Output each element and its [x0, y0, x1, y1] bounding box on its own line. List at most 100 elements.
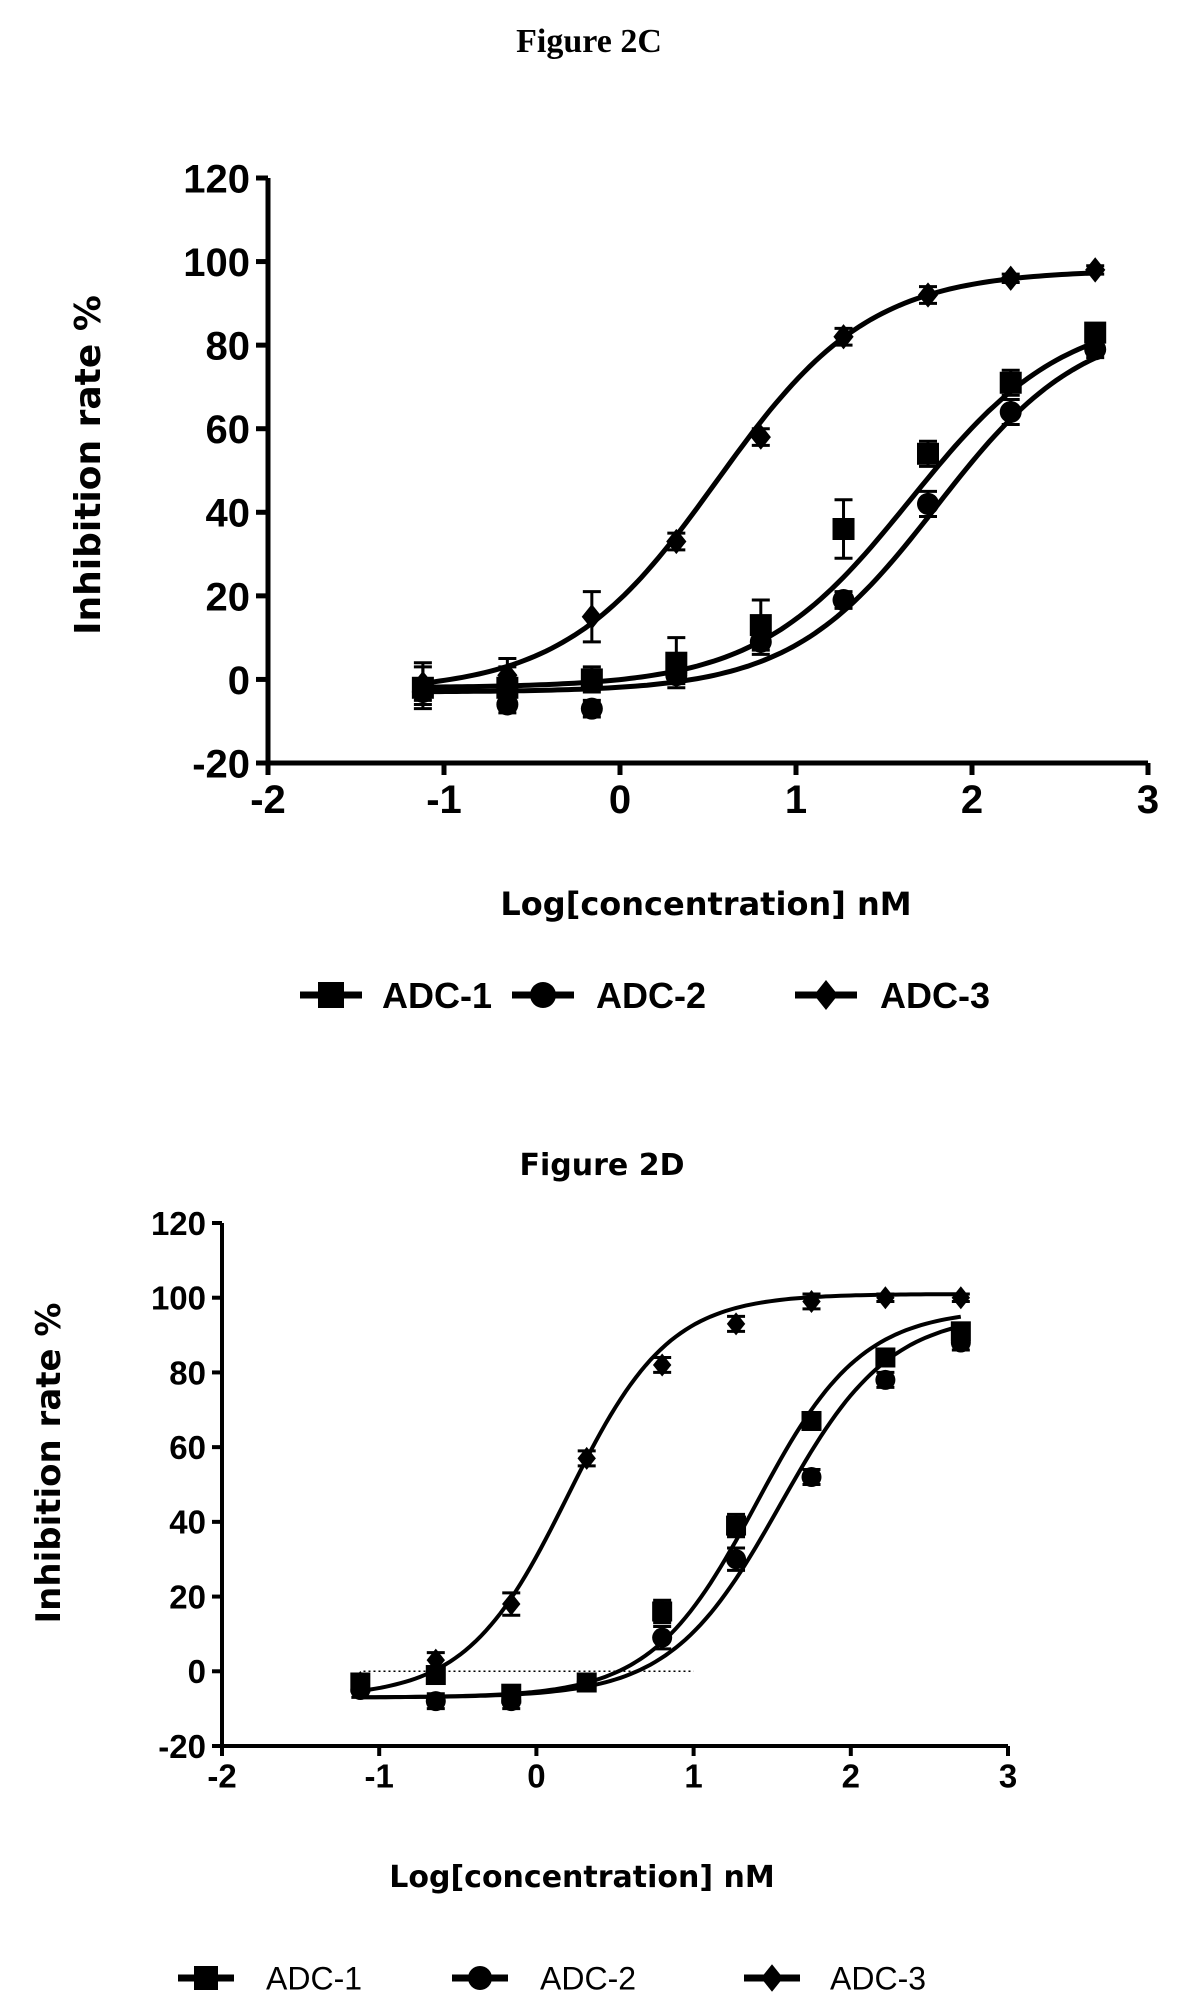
legend-marker-adc-3 [814, 980, 838, 1010]
data-point-adc-1 [917, 442, 939, 465]
x-tick-label: 1 [785, 778, 807, 822]
legend-marker-adc-3 [760, 1964, 784, 1992]
data-point-adc-2 [652, 1627, 673, 1648]
fit-curve-adc-2 [422, 355, 1097, 695]
chart-title: Figure 2C [516, 23, 662, 60]
data-point-adc-2 [950, 1332, 971, 1353]
data-point-adc-3 [750, 424, 771, 450]
data-point-adc-1 [580, 668, 603, 691]
x-tick-label: 1 [684, 1757, 702, 1794]
legend-marker-adc-2 [530, 982, 556, 1008]
data-point-adc-1 [801, 1410, 822, 1431]
data-point-adc-1 [652, 1601, 673, 1622]
y-tick-label: -20 [192, 742, 250, 786]
data-point-adc-2 [999, 401, 1022, 423]
data-point-adc-2 [832, 589, 855, 612]
data-point-adc-3 [1000, 265, 1021, 291]
y-tick-label: 80 [169, 1354, 206, 1391]
x-tick-label: -2 [207, 1757, 236, 1794]
data-point-adc-2 [576, 1672, 597, 1693]
x-tick-label: 3 [999, 1757, 1017, 1794]
y-tick-label: 20 [169, 1578, 206, 1615]
x-tick-label: -2 [250, 778, 286, 822]
data-point-adc-3 [876, 1286, 895, 1310]
data-point-adc-2 [749, 630, 772, 653]
data-point-adc-1 [875, 1347, 896, 1368]
x-axis-label: Log[concentration] nM [389, 1860, 775, 1895]
legend-label: ADC-1 [266, 1961, 362, 1997]
y-axis-label: Inhibition rate % [68, 295, 109, 635]
data-point-adc-3 [951, 1286, 971, 1310]
legend: ADC-1 ADC-2 ADC-3 [178, 1961, 926, 1997]
y-tick-label: 100 [151, 1280, 206, 1317]
data-point-adc-2 [875, 1369, 896, 1390]
y-tick-label: 40 [206, 492, 251, 536]
data-point-adc-2 [501, 1691, 522, 1712]
data-point-adc-1 [425, 1665, 446, 1686]
data-point-adc-3 [577, 1446, 596, 1470]
legend-label: ADC-3 [830, 1961, 926, 1997]
y-axis-label: Inhibition rate % [29, 1303, 69, 1624]
x-tick-label: 3 [1137, 778, 1159, 822]
data-point-adc-2 [801, 1467, 822, 1488]
data-point-adc-2 [1084, 338, 1107, 361]
data-point-adc-3 [502, 1592, 521, 1616]
figure-2c-chart: Figure 2C Inhibition rate % Log[concentr… [68, 23, 1159, 1016]
data-point-adc-3 [1085, 257, 1106, 283]
x-axis-label: Log[concentration] nM [500, 885, 911, 923]
y-tick-label: 120 [183, 157, 250, 201]
y-tick-label: 20 [206, 575, 251, 619]
y-tick-label: 0 [188, 1653, 206, 1690]
data-point-adc-2 [580, 697, 603, 720]
fit-curve-adc-3 [422, 270, 1096, 686]
legend-marker-adc-1 [194, 1966, 218, 1990]
x-tick-label: 0 [609, 778, 631, 822]
data-point-adc-1 [832, 518, 855, 540]
legend-marker-adc-2 [468, 1966, 492, 1990]
legend-marker-adc-1 [318, 982, 344, 1008]
y-tick-label: 80 [206, 325, 251, 369]
y-tick-label: 60 [169, 1429, 206, 1466]
fit-curve-adc-3 [360, 1292, 961, 1693]
data-point-adc-1 [1084, 321, 1107, 344]
y-tick-label: 100 [183, 241, 250, 285]
data-point-adc-3 [581, 604, 602, 630]
data-point-adc-2 [425, 1691, 446, 1712]
legend: ADC-1 ADC-2 ADC-3 [300, 975, 990, 1016]
fit-curve-adc-2 [360, 1324, 962, 1700]
data-point-adc-3 [833, 324, 854, 350]
y-tick-label: 120 [151, 1205, 206, 1242]
data-point-adc-1 [999, 371, 1022, 394]
data-point-adc-2 [726, 1549, 747, 1570]
x-tick-label: -1 [426, 778, 462, 822]
data-point-adc-3 [426, 1648, 445, 1672]
data-point-adc-2 [496, 693, 519, 716]
data-point-adc-3 [802, 1289, 821, 1313]
data-point-adc-3 [917, 282, 939, 308]
legend-label: ADC-2 [596, 975, 706, 1016]
data-point-adc-2 [917, 492, 939, 515]
x-tick-label: 2 [961, 778, 983, 822]
x-tick-label: 2 [842, 1757, 860, 1794]
chart-title: Figure 2D [520, 1148, 685, 1183]
data-point-adc-2 [665, 664, 688, 687]
legend-label: ADC-2 [540, 1961, 636, 1997]
data-point-adc-3 [726, 1312, 746, 1336]
data-point-adc-1 [726, 1515, 747, 1536]
data-point-adc-3 [412, 670, 433, 697]
data-point-adc-3 [666, 528, 687, 555]
legend-label: ADC-1 [382, 975, 492, 1016]
data-point-adc-3 [652, 1353, 672, 1377]
x-tick-label: -1 [365, 1757, 394, 1794]
legend-label: ADC-3 [880, 975, 990, 1016]
data-point-adc-3 [497, 662, 518, 688]
y-tick-label: -20 [158, 1728, 206, 1765]
y-tick-label: 0 [228, 659, 250, 703]
plot-area: -20 0 20 40 60 80 100 120 -2 -1 0 1 2 3 [151, 1205, 1017, 1794]
plot-area: -20 0 20 40 60 80 100 120 -2 -1 0 1 2 3 [183, 157, 1159, 822]
data-point-adc-3 [351, 1670, 370, 1694]
y-tick-label: 40 [169, 1504, 206, 1541]
y-tick-label: 60 [206, 408, 251, 452]
figure-2d-chart: Figure 2D Inhibition rate % Log[concentr… [29, 1148, 1017, 1997]
x-tick-label: 0 [527, 1757, 545, 1794]
